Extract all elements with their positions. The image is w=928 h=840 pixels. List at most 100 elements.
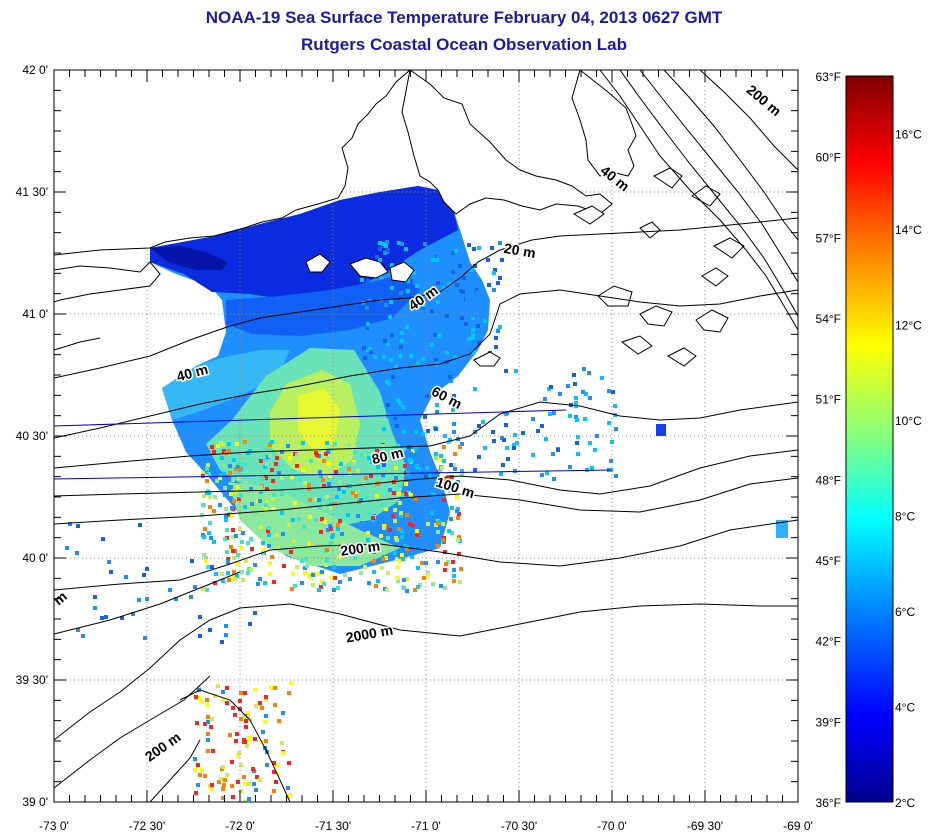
colorbar: 63°F 60°F 57°F 54°F 51°F 48°F 45°F 42°F 39°F 36°F… — [816, 70, 923, 810]
sst-pixel — [223, 486, 227, 490]
sst-pixel — [491, 430, 495, 434]
sst-pixel — [436, 560, 440, 564]
sst-pixel — [397, 492, 401, 496]
sst-pixel — [360, 521, 364, 525]
sst-pixel — [574, 396, 578, 400]
sst-pixel — [545, 471, 549, 475]
sst-pixel — [464, 322, 468, 326]
sst-pixel — [398, 354, 402, 358]
sst-pixel — [473, 387, 477, 391]
sst-pixel — [263, 465, 267, 469]
sst-pixel — [258, 701, 262, 705]
sst-pixel — [231, 535, 235, 539]
sst-pixel — [218, 503, 222, 507]
sst-pixel — [409, 452, 413, 456]
sst-pixel — [399, 514, 403, 518]
sst-pixel — [394, 466, 398, 470]
sst-pixel — [337, 555, 341, 559]
sst-pixel — [386, 403, 390, 407]
sst-pixel — [433, 480, 437, 484]
sst-pixel — [588, 396, 592, 400]
sst-pixel — [267, 533, 271, 537]
sst-pixel — [395, 538, 399, 542]
sst-pixel — [286, 786, 290, 790]
sst-pixel — [576, 452, 580, 456]
sst-pixel — [375, 255, 379, 259]
sst-pixel — [213, 495, 217, 499]
sst-pixel — [225, 701, 229, 705]
sst-pixel — [415, 464, 419, 468]
sst-pixel — [394, 476, 398, 480]
sst-pixel — [544, 437, 548, 441]
sst-pixel — [325, 495, 329, 499]
map-ticks — [53, 69, 799, 803]
sst-pixel — [389, 358, 393, 362]
depth-label: 20 m — [503, 240, 537, 261]
sst-pixel — [459, 567, 463, 571]
sst-pixel — [367, 581, 371, 585]
sst-pixel — [264, 698, 268, 702]
sst-pixel — [226, 560, 230, 564]
sst-pixel — [321, 463, 325, 467]
sst-pixel — [536, 429, 540, 433]
sst-pixel — [208, 505, 212, 509]
sst-pixel — [409, 304, 413, 308]
sst-pixel — [223, 537, 227, 541]
sst-pixel — [434, 456, 438, 460]
sst-pixel — [221, 579, 225, 583]
sst-pixel — [325, 441, 329, 445]
sst-pixel — [421, 357, 425, 361]
sst-pixel — [231, 795, 235, 799]
sst-pixel — [352, 445, 356, 449]
sst-pixel — [421, 466, 425, 470]
sst-pixel — [477, 341, 481, 345]
sst-pixel — [233, 577, 237, 581]
sst-pixel — [504, 369, 508, 373]
sst-pixel — [611, 390, 615, 394]
sst-pixel — [207, 491, 211, 495]
sst-pixel — [379, 292, 383, 296]
sst-pixel — [216, 444, 220, 448]
sst-pixel — [383, 339, 387, 343]
sst-pixel — [236, 780, 240, 784]
sst-pixel — [282, 564, 286, 568]
sst-pixel — [492, 271, 496, 275]
sst-pixel — [342, 490, 346, 494]
sst-pixel — [409, 279, 413, 283]
colorbar-c-label: 16°C — [895, 127, 922, 141]
sst-pixel — [421, 445, 425, 449]
sst-pixel — [395, 565, 399, 569]
sst-pixel — [81, 634, 85, 638]
sst-pixel — [236, 553, 240, 557]
sst-pixel — [237, 462, 241, 466]
sst-pixel — [614, 474, 618, 478]
sst-pixel — [415, 529, 419, 533]
sst-pixel — [243, 505, 247, 509]
sst-pixel — [196, 783, 200, 787]
sst-pixel — [413, 337, 417, 341]
sst-pixel — [363, 565, 367, 569]
sst-pixel — [307, 483, 311, 487]
sst-pixel — [292, 539, 296, 543]
lon-tick-label: -69 0' — [783, 819, 813, 833]
sst-pixel — [437, 334, 441, 338]
sst-pixel — [575, 418, 579, 422]
sst-pixel — [253, 611, 257, 615]
sst-pixel — [209, 787, 213, 791]
sst-pixel — [442, 459, 446, 463]
sst-pixel — [395, 576, 399, 580]
sst-pixel — [412, 271, 416, 275]
sst-pixel — [259, 485, 263, 489]
sst-pixel — [500, 258, 504, 262]
sst-pixel — [203, 722, 207, 726]
sst-pixel — [329, 527, 333, 531]
lon-tick-label: -71 0' — [411, 819, 441, 833]
sst-pixel — [236, 485, 240, 489]
colorbar-f-label: 60°F — [816, 151, 841, 165]
sst-pixel — [400, 540, 404, 544]
sst-pixel — [414, 497, 418, 501]
sst-pixel — [308, 498, 312, 502]
sst-pixel — [259, 525, 263, 529]
sst-pixel — [338, 480, 342, 484]
sst-pixel — [261, 730, 265, 734]
